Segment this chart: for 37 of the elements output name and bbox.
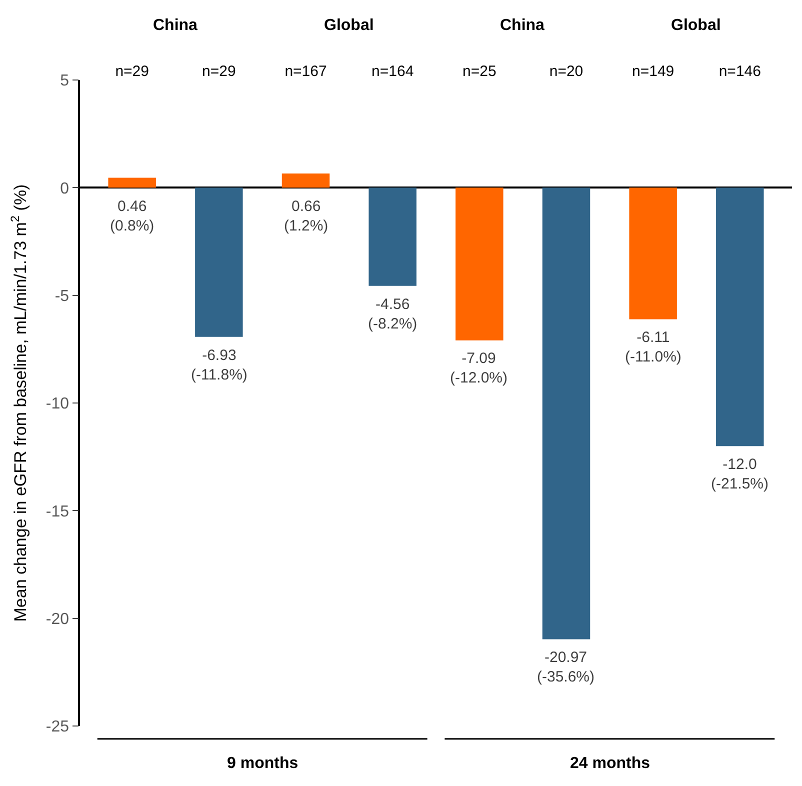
bar <box>629 188 677 320</box>
bar <box>542 188 590 640</box>
y-tick-label: -5 <box>54 288 70 305</box>
data-label: 0.66 (1.2%) <box>284 198 328 234</box>
x-tick-label: n=146 <box>718 63 761 80</box>
data-label: -6.93 (-11.8%) <box>191 347 248 384</box>
text: Global <box>671 17 721 34</box>
data-label: -6.11 (-11.0%) <box>625 329 682 366</box>
x-tick-label: n=149 <box>632 63 674 80</box>
text: 24 months <box>570 755 650 772</box>
x-tick-label: n=25 <box>462 63 496 80</box>
x-tick-label: n=29 <box>115 63 149 80</box>
bar <box>716 188 764 446</box>
x-tick-label: n=167 <box>284 63 327 80</box>
bar <box>282 173 330 188</box>
x-tick-label: n=164 <box>372 63 414 80</box>
y-tick-label: 5 <box>60 72 70 90</box>
data-label: -4.56 (-8.2%) <box>368 296 418 332</box>
data-label: -12.0 (-21.5%) <box>711 456 769 492</box>
text: China <box>500 17 545 34</box>
bar <box>108 178 156 188</box>
text: Global <box>324 17 374 34</box>
x-tick-label: n=20 <box>549 63 584 80</box>
bar <box>368 188 416 286</box>
data-label: -20.97 (-35.6%) <box>537 649 595 686</box>
data-label: 0.46 (0.8%) <box>110 198 154 234</box>
y-tick-label: -15 <box>46 503 70 520</box>
bar <box>456 188 504 340</box>
text: 9 months <box>227 755 298 772</box>
bar <box>195 188 243 337</box>
text: China <box>153 17 198 34</box>
y-tick-label: 0 <box>60 180 70 198</box>
y-tick-label: -20 <box>46 610 70 628</box>
data-label: -7.09 (-12.0%) <box>450 350 508 386</box>
y-tick-label: -25 <box>46 718 70 736</box>
y-tick-label: -10 <box>46 396 70 413</box>
x-tick-label: n=29 <box>202 63 236 80</box>
